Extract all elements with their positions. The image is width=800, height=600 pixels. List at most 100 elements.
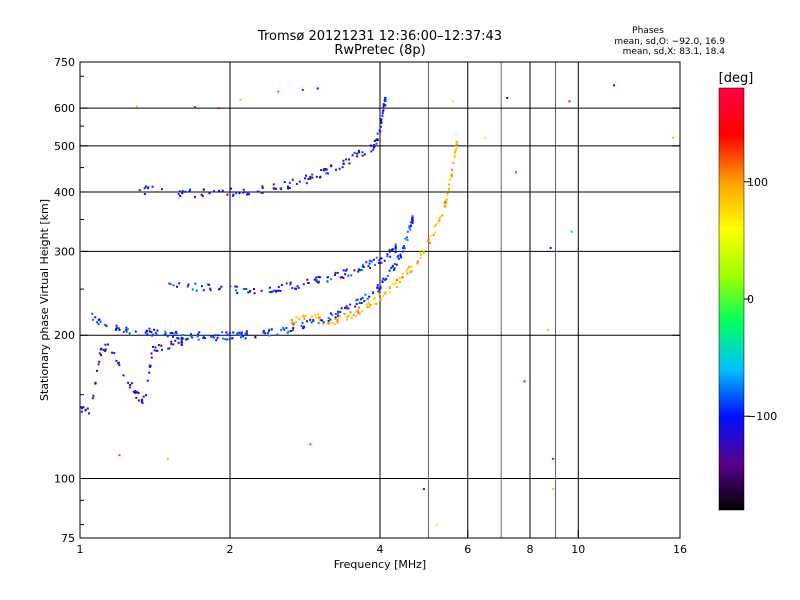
- data-point: [80, 406, 83, 409]
- data-point: [169, 283, 172, 286]
- data-point: [285, 326, 288, 329]
- data-point: [344, 273, 347, 276]
- data-point: [288, 181, 291, 184]
- data-point: [160, 348, 163, 351]
- data-point: [280, 284, 283, 287]
- data-point: [367, 265, 370, 268]
- data-point: [181, 192, 184, 195]
- data-point: [338, 315, 341, 318]
- data-point: [347, 274, 350, 277]
- data-point: [131, 382, 134, 385]
- data-point: [197, 338, 200, 341]
- data-point: [184, 190, 187, 193]
- data-point: [295, 287, 298, 290]
- data-point: [411, 219, 414, 222]
- data-point: [449, 178, 452, 181]
- data-point: [410, 269, 413, 272]
- data-point: [244, 332, 247, 335]
- data-point: [213, 336, 216, 339]
- data-point: [348, 158, 351, 161]
- data-point: [180, 337, 183, 340]
- data-point: [399, 253, 402, 256]
- data-point: [406, 239, 409, 242]
- data-point: [163, 333, 166, 336]
- data-point: [218, 287, 221, 290]
- data-point: [141, 399, 144, 402]
- data-point: [386, 274, 389, 277]
- data-point: [262, 329, 265, 332]
- data-point: [221, 331, 224, 334]
- data-point: [307, 282, 310, 285]
- data-point: [80, 410, 83, 413]
- data-point: [224, 338, 227, 341]
- data-point: [342, 269, 345, 272]
- data-point: [146, 330, 149, 333]
- data-point: [422, 251, 425, 254]
- data-point: [394, 246, 397, 249]
- data-point: [226, 338, 229, 341]
- data-point: [154, 346, 157, 349]
- data-point: [272, 187, 275, 190]
- data-point: [117, 362, 120, 365]
- data-point: [350, 316, 353, 319]
- data-point: [358, 312, 361, 315]
- data-point: [134, 390, 137, 393]
- data-point: [191, 336, 194, 339]
- data-point: [298, 318, 301, 321]
- data-point: [254, 335, 257, 338]
- data-point: [363, 299, 366, 302]
- data-point: [374, 139, 377, 142]
- data-point: [154, 331, 157, 334]
- data-point: [388, 248, 391, 251]
- data-point: [134, 330, 137, 333]
- data-point: [172, 335, 175, 338]
- data-point: [317, 280, 320, 283]
- data-point: [295, 316, 298, 319]
- data-point: [400, 256, 403, 259]
- data-point: [306, 278, 309, 281]
- data-point: [185, 338, 188, 341]
- x-tick-label: 4: [377, 543, 384, 556]
- axis-ticks: [79, 61, 681, 539]
- data-point: [384, 291, 387, 294]
- data-point: [268, 286, 271, 289]
- data-point: [435, 523, 438, 526]
- data-point: [506, 97, 509, 100]
- data-point: [201, 195, 204, 198]
- data-point: [346, 315, 349, 318]
- data-point: [362, 265, 365, 268]
- y-tick-label: 500: [54, 140, 75, 153]
- data-point: [239, 98, 242, 101]
- data-point: [381, 112, 384, 115]
- data-point: [336, 319, 339, 322]
- data-point: [349, 311, 352, 314]
- data-point: [398, 276, 401, 279]
- data-point: [104, 348, 107, 351]
- data-point: [127, 381, 130, 384]
- data-point: [324, 167, 327, 170]
- data-point: [341, 166, 344, 169]
- data-point: [118, 454, 121, 457]
- data-point: [359, 269, 362, 272]
- data-point: [312, 318, 315, 321]
- data-point: [126, 328, 129, 331]
- data-point: [382, 277, 385, 280]
- data-point: [367, 301, 370, 304]
- data-point: [311, 176, 314, 179]
- data-point: [378, 129, 381, 132]
- data-point: [115, 359, 118, 362]
- data-point: [104, 343, 107, 346]
- data-point: [334, 316, 337, 319]
- data-point: [315, 316, 318, 319]
- data-point: [218, 189, 221, 192]
- data-point: [380, 257, 383, 260]
- data-point: [252, 288, 255, 291]
- data-point: [319, 276, 322, 279]
- data-point: [272, 183, 275, 186]
- data-point: [177, 341, 180, 344]
- data-point: [292, 326, 295, 329]
- data-point: [245, 287, 248, 290]
- data-point: [178, 190, 181, 193]
- data-point: [373, 145, 376, 148]
